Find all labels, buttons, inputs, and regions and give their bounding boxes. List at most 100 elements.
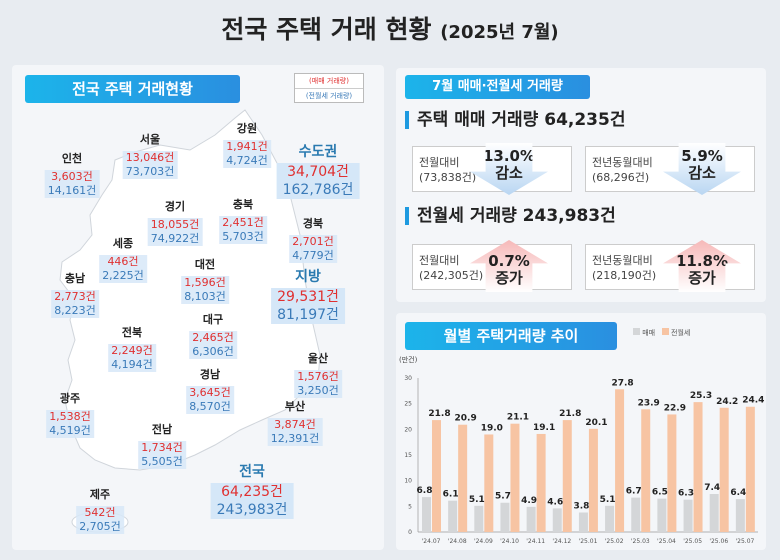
pct: 13.0%	[482, 147, 536, 165]
region-name: 전남	[151, 423, 173, 436]
bar-rent	[458, 424, 468, 532]
x-tick-label: '24.11	[526, 538, 545, 545]
rent-count: 12,391건	[267, 432, 323, 446]
data-label: 5.7	[495, 492, 511, 502]
label: 전년동월대비	[592, 254, 653, 267]
title-sub: (2025년 7월)	[440, 22, 559, 43]
bar-sale	[657, 498, 667, 532]
label: 전월대비	[419, 254, 460, 267]
rent-count: 5,703건	[219, 230, 267, 244]
region-제주: 제주 542건 2,705건	[76, 488, 124, 534]
region-광주: 광주 1,538건 4,519건	[46, 392, 94, 438]
x-tick-label: '25.02	[605, 538, 624, 545]
rent-count: 4,194건	[108, 358, 156, 372]
sale-count: 1,941건	[223, 140, 271, 154]
y-tick-label: 30	[404, 375, 412, 382]
legend-sale: (매매 거래량)	[295, 74, 363, 89]
sale-count: 1,596건	[181, 276, 229, 290]
title-main: 전국 주택 거래 현황	[221, 15, 432, 44]
region-name: 지방	[295, 269, 321, 285]
data-label: 21.8	[428, 409, 450, 419]
data-label: 6.3	[678, 489, 694, 499]
dir: 감소	[688, 164, 716, 182]
bar-sale	[578, 512, 588, 532]
dir: 증가	[688, 269, 716, 287]
data-label: 4.6	[547, 497, 563, 507]
pct: 11.8%	[675, 252, 729, 270]
bar-rent	[510, 423, 520, 532]
data-label: 3.8	[573, 501, 589, 511]
data-label: 19.1	[533, 423, 555, 433]
data-label: 24.4	[742, 396, 764, 406]
bar-rent	[432, 420, 441, 532]
sale-count: 2,249건	[108, 344, 156, 358]
rent-count: 2,705건	[76, 520, 124, 534]
bar-rent	[484, 434, 494, 532]
data-label: 19.0	[481, 423, 503, 433]
bar-rent	[615, 389, 625, 532]
region-전남: 전남 1,734건 5,505건	[138, 423, 186, 469]
chart-title: 월별 주택거래량 추이	[405, 322, 617, 350]
map-legend: (매매 거래량) (전월세 거래량)	[294, 73, 364, 103]
sale-count: 18,055건	[147, 218, 203, 232]
page-title: 전국 주택 거래 현황 (2025년 7월)	[0, 10, 780, 46]
sale-count: 1,734건	[138, 441, 186, 455]
x-tick-label: '25.04	[657, 538, 676, 545]
rent-count: 73,703건	[122, 165, 178, 179]
y-tick-label: 10	[404, 478, 412, 485]
rent-count: 3,250건	[294, 384, 342, 398]
region-대구: 대구 2,465건 6,306건	[189, 313, 237, 359]
data-label: 6.7	[626, 487, 642, 497]
x-tick-label: '25.06	[709, 538, 728, 545]
bar-sale	[526, 506, 536, 532]
bar-rent	[588, 428, 598, 532]
rent-title: 전월세 거래량 243,983건	[405, 207, 616, 225]
bar-sale	[631, 497, 641, 532]
region-강원: 강원 1,941건 4,724건	[223, 122, 271, 168]
bar-sale	[683, 499, 693, 532]
rent-count: 8,570건	[186, 400, 234, 414]
data-label: 7.4	[704, 483, 720, 493]
data-label: 6.8	[417, 486, 433, 496]
map-panel-header: 전국 주택 거래현황	[25, 75, 240, 103]
legend-rent: (전월세 거래량)	[305, 92, 353, 100]
region-지방: 지방 29,531건 81,197건	[271, 270, 345, 324]
region-name: 제주	[89, 488, 111, 501]
sale-count: 542건	[76, 506, 124, 520]
region-수도권: 수도권 34,704건 162,786건	[276, 144, 360, 199]
region-경남: 경남 3,645건 8,570건	[186, 368, 234, 414]
legend-swatch-rent	[661, 328, 669, 335]
x-tick-label: '24.09	[474, 538, 493, 545]
data-label: 25.3	[690, 391, 712, 401]
sale-count: 13,046건	[122, 151, 178, 165]
region-name: 광주	[59, 392, 81, 405]
region-name: 수도권	[298, 144, 338, 160]
bar-rent	[693, 402, 703, 532]
x-tick-label: '24.07	[422, 538, 441, 545]
region-name: 경남	[199, 368, 221, 381]
region-name: 강원	[236, 122, 258, 135]
label: 전월대비	[419, 156, 460, 169]
rent-count: 8,223건	[51, 304, 99, 318]
x-tick-label: '25.01	[579, 538, 598, 545]
bar-rent	[641, 409, 651, 532]
bar-sale	[422, 497, 431, 532]
y-tick-label: 20	[404, 426, 412, 433]
bar-rent	[745, 406, 755, 532]
region-name: 대구	[202, 313, 224, 326]
region-전국: 전국 64,235건 243,983건	[210, 465, 294, 519]
pct: 5.9%	[681, 147, 723, 165]
y-tick-label: 0	[408, 529, 412, 536]
data-label: 21.8	[559, 409, 581, 419]
bar-rent	[719, 407, 729, 532]
rent-count: 5,505건	[138, 455, 186, 469]
rent-count: 14,161건	[44, 184, 100, 198]
sale-count: 446건	[99, 255, 147, 269]
sale-count: 2,773건	[51, 290, 99, 304]
region-name: 전북	[121, 326, 143, 339]
sale-count: 64,235건	[210, 483, 294, 501]
rent-count: 81,197건	[271, 306, 345, 324]
data-label: 24.2	[716, 397, 738, 407]
x-tick-label: '24.12	[552, 538, 571, 545]
sale-count: 3,603건	[44, 170, 100, 184]
